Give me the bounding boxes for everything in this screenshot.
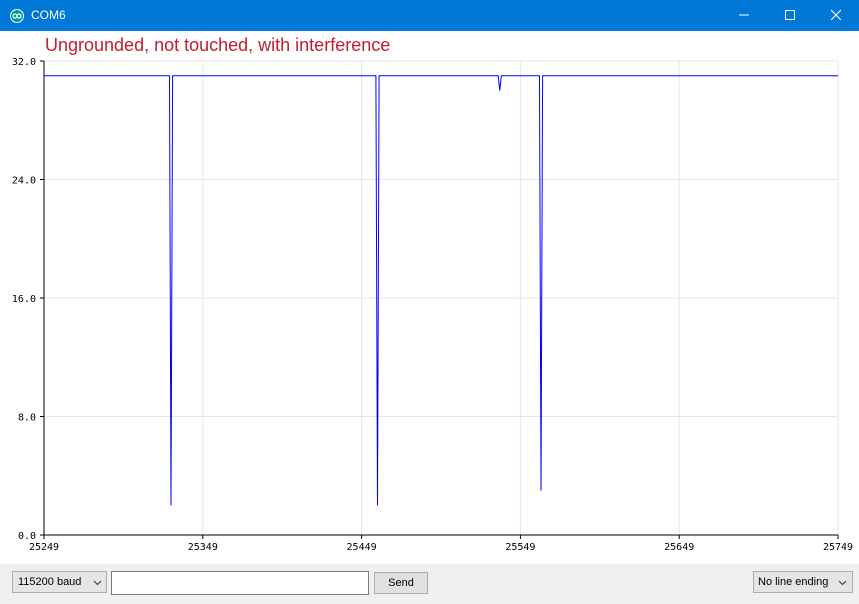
serial-plot: 0.0 8.0 16.0 24.0 32.0 25249 25349 25449 25549 25… xyxy=(12,57,853,553)
x-tick-label: 25249 xyxy=(29,542,59,553)
minimize-button[interactable] xyxy=(721,0,767,31)
y-tick-label: 0.0 xyxy=(18,531,36,542)
minimize-icon xyxy=(739,14,749,16)
close-icon xyxy=(831,10,841,20)
send-input[interactable] xyxy=(111,571,369,595)
x-tick-label: 25649 xyxy=(664,542,694,553)
line-ending-value: No line ending xyxy=(758,576,829,588)
send-button[interactable]: Send xyxy=(374,572,428,594)
x-tick-label: 25349 xyxy=(188,542,218,553)
maximize-icon xyxy=(785,10,795,20)
x-tick-label: 25449 xyxy=(347,542,377,553)
title-bar: COM6 xyxy=(0,0,859,31)
line-ending-select[interactable]: No line ending xyxy=(753,571,853,593)
bottom-toolbar: 115200 baud Send No line ending xyxy=(0,564,859,604)
maximize-button[interactable] xyxy=(767,0,813,31)
arduino-icon xyxy=(10,9,24,23)
plot-title: Ungrounded, not touched, with interferen… xyxy=(45,35,391,55)
y-tick-label: 16.0 xyxy=(12,294,36,305)
y-tick-label: 8.0 xyxy=(18,413,36,424)
baud-rate-select[interactable]: 115200 baud xyxy=(12,571,107,593)
close-button[interactable] xyxy=(813,0,859,31)
series-line xyxy=(44,75,838,506)
chevron-down-icon xyxy=(838,580,847,586)
baud-rate-value: 115200 baud xyxy=(18,576,82,588)
plotter-area: 0.0 8.0 16.0 24.0 32.0 25249 25349 25449 25549 25… xyxy=(0,31,859,564)
x-tick-label: 25549 xyxy=(505,542,535,553)
window-title: COM6 xyxy=(31,8,66,22)
chevron-down-icon xyxy=(93,580,102,586)
y-tick-label: 24.0 xyxy=(12,176,36,187)
x-tick-label: 25749 xyxy=(823,542,853,553)
y-tick-label: 32.0 xyxy=(12,57,36,68)
